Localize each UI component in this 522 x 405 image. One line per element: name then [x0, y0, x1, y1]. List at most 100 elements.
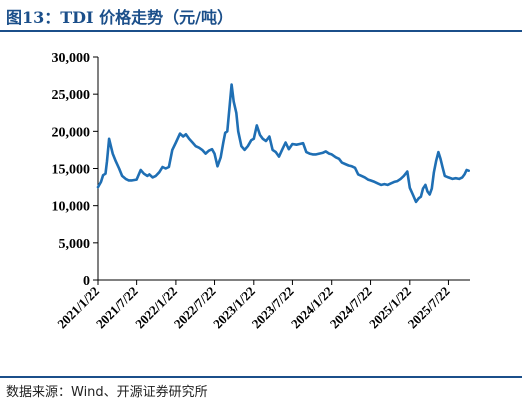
data-point — [433, 171, 435, 173]
data-point — [367, 179, 369, 181]
data-point — [442, 167, 444, 169]
y-tick-label: 20,000 — [52, 125, 91, 140]
data-point — [390, 182, 392, 184]
data-point — [146, 175, 148, 177]
data-point — [369, 179, 372, 181]
data-point — [344, 163, 346, 165]
data-point — [455, 177, 457, 179]
y-tick-label: 0 — [83, 274, 90, 289]
data-point — [418, 197, 420, 199]
data-point — [424, 184, 426, 186]
x-tick-label: 2024/7/22 — [327, 284, 375, 332]
data-point — [102, 174, 104, 176]
data-point — [278, 156, 280, 158]
y-tick-label: 10,000 — [52, 200, 91, 215]
data-point — [396, 180, 398, 182]
data-point — [331, 153, 333, 155]
data-point — [158, 171, 160, 173]
y-axis: 0 5,000 10,000 15,000 20,000 25,000 30,000 — [52, 51, 99, 289]
data-point — [318, 153, 320, 155]
data-point — [268, 135, 270, 138]
data-point — [451, 178, 454, 180]
data-source-note: 数据来源：Wind、开源证券研究所 — [6, 385, 208, 400]
data-point — [106, 160, 108, 162]
data-point — [315, 153, 317, 155]
title-rule — [0, 30, 522, 32]
data-point — [374, 181, 376, 183]
data-point — [140, 169, 142, 171]
data-point — [185, 133, 187, 135]
data-point — [272, 149, 274, 151]
data-point — [466, 169, 468, 171]
data-point — [97, 186, 99, 188]
data-point — [100, 181, 102, 183]
x-tick-label: 2024/1/22 — [288, 284, 336, 332]
data-point — [201, 149, 203, 151]
data-point — [377, 182, 379, 184]
data-point — [285, 141, 287, 144]
data-point — [233, 101, 235, 103]
data-point — [237, 130, 239, 132]
data-point — [403, 175, 405, 177]
x-tick-label: 2025/7/22 — [405, 284, 453, 332]
data-point — [208, 150, 210, 152]
data-point — [420, 196, 422, 198]
x-tick-label: 2021/7/22 — [93, 284, 141, 332]
data-point — [380, 184, 382, 186]
data-point — [406, 170, 408, 173]
data-point — [256, 124, 258, 126]
data-point — [226, 130, 228, 132]
data-point — [312, 153, 314, 155]
data-point — [244, 149, 246, 151]
data-point — [383, 183, 385, 185]
data-point — [305, 151, 307, 153]
series-group — [96, 83, 471, 204]
data-point — [393, 181, 395, 183]
data-point — [295, 144, 298, 146]
x-tick-label: 2023/7/22 — [249, 284, 297, 332]
data-point — [431, 188, 433, 190]
data-point — [463, 173, 466, 175]
data-point — [351, 165, 353, 167]
data-point — [308, 153, 311, 155]
y-tick-label: 25,000 — [52, 88, 91, 103]
data-point — [341, 162, 343, 164]
data-point — [198, 147, 200, 149]
data-point — [321, 152, 324, 154]
data-point — [444, 175, 446, 177]
data-point — [281, 148, 283, 150]
data-point — [247, 145, 249, 147]
data-point — [458, 178, 460, 180]
data-point — [104, 173, 107, 175]
data-point — [250, 139, 252, 141]
x-tick-label: 2022/7/22 — [171, 284, 219, 332]
data-point — [461, 176, 463, 178]
data-point — [171, 149, 173, 151]
data-point — [435, 160, 437, 162]
y-tick-label: 5,000 — [59, 237, 91, 252]
data-point — [253, 138, 255, 140]
data-point — [426, 190, 429, 193]
data-point — [125, 178, 127, 180]
data-point — [152, 176, 154, 178]
data-point — [335, 156, 337, 158]
data-point — [121, 175, 123, 177]
data-point — [325, 150, 327, 152]
data-point — [354, 167, 356, 169]
data-point — [168, 166, 170, 168]
data-point — [229, 104, 231, 106]
data-point — [348, 164, 350, 167]
data-point — [328, 153, 330, 155]
data-point — [357, 173, 359, 175]
data-point — [235, 112, 237, 114]
data-point — [191, 141, 194, 144]
data-point — [182, 135, 184, 138]
data-point — [108, 138, 110, 140]
data-point — [175, 141, 177, 144]
data-point — [422, 188, 424, 190]
data-point — [131, 179, 133, 181]
data-point — [224, 132, 226, 134]
data-point — [400, 178, 402, 180]
data-point — [231, 83, 233, 86]
data-point — [118, 167, 120, 170]
